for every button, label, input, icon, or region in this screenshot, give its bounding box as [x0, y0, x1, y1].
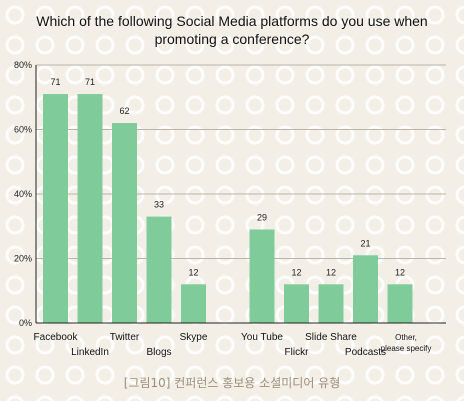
bars: [43, 94, 413, 324]
axes: [35, 65, 446, 324]
data-labels: 71 71 62 33 12 29 12 12 21 12: [50, 77, 405, 277]
bar: [249, 229, 275, 323]
bar: [77, 94, 103, 324]
y-tick-label: 60%: [14, 125, 32, 135]
bar: [353, 255, 378, 323]
y-tick-label: 20%: [14, 254, 32, 264]
category-label: You Tube: [241, 332, 283, 343]
category-label: please specify: [381, 344, 432, 353]
data-label: 21: [360, 238, 370, 248]
category-label: Other,: [395, 333, 417, 342]
bar: [146, 216, 172, 323]
y-tick-label: 40%: [14, 189, 32, 199]
data-label: 71: [85, 77, 95, 87]
bar: [112, 123, 137, 323]
y-tick-label: 80%: [14, 60, 32, 70]
category-label: Facebook: [34, 332, 79, 343]
category-label: Flickr: [285, 347, 310, 358]
bar: [387, 284, 413, 323]
bar: [318, 284, 344, 323]
data-label: 71: [50, 77, 60, 87]
y-axis-ticks: 0% 20% 40% 60% 80%: [14, 60, 32, 328]
figure-caption: [그림10] 컨퍼런스 홍보용 소셜미디어 유형: [124, 376, 341, 390]
category-label: LinkedIn: [71, 347, 109, 358]
bar: [284, 284, 309, 323]
data-label: 12: [326, 267, 336, 277]
category-label: Slide Share: [305, 332, 357, 343]
category-label: Podcasts: [345, 347, 386, 358]
data-label: 62: [119, 106, 129, 116]
data-label: 12: [291, 267, 301, 277]
data-label: 12: [395, 267, 405, 277]
bar: [181, 284, 206, 323]
data-label: 12: [188, 267, 198, 277]
chart-title-line-1: Which of the following Social Media plat…: [36, 13, 427, 29]
data-label: 29: [257, 212, 267, 222]
category-label: Blogs: [146, 347, 171, 358]
y-tick-label: 0%: [19, 318, 32, 328]
data-label: 33: [154, 200, 164, 210]
category-label: Twitter: [110, 332, 140, 343]
chart-title-line-2: promoting a conference?: [155, 31, 310, 47]
category-label: Skype: [180, 332, 208, 343]
bar: [43, 94, 68, 324]
